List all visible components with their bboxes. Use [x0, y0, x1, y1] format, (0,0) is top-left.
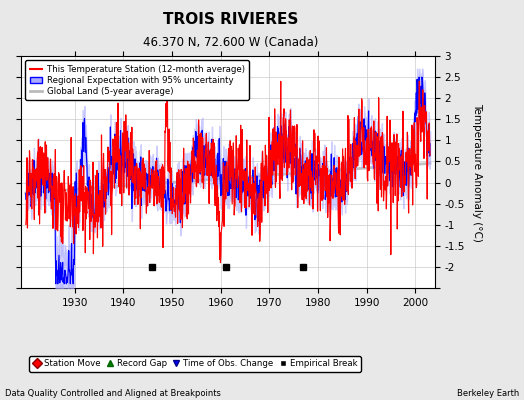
Text: Berkeley Earth: Berkeley Earth: [456, 389, 519, 398]
Text: Data Quality Controlled and Aligned at Breakpoints: Data Quality Controlled and Aligned at B…: [5, 389, 221, 398]
Text: TROIS RIVIERES: TROIS RIVIERES: [163, 12, 298, 27]
Text: 46.370 N, 72.600 W (Canada): 46.370 N, 72.600 W (Canada): [143, 36, 318, 49]
Legend: Station Move, Record Gap, Time of Obs. Change, Empirical Break: Station Move, Record Gap, Time of Obs. C…: [29, 356, 361, 372]
Y-axis label: Temperature Anomaly (°C): Temperature Anomaly (°C): [472, 102, 482, 242]
